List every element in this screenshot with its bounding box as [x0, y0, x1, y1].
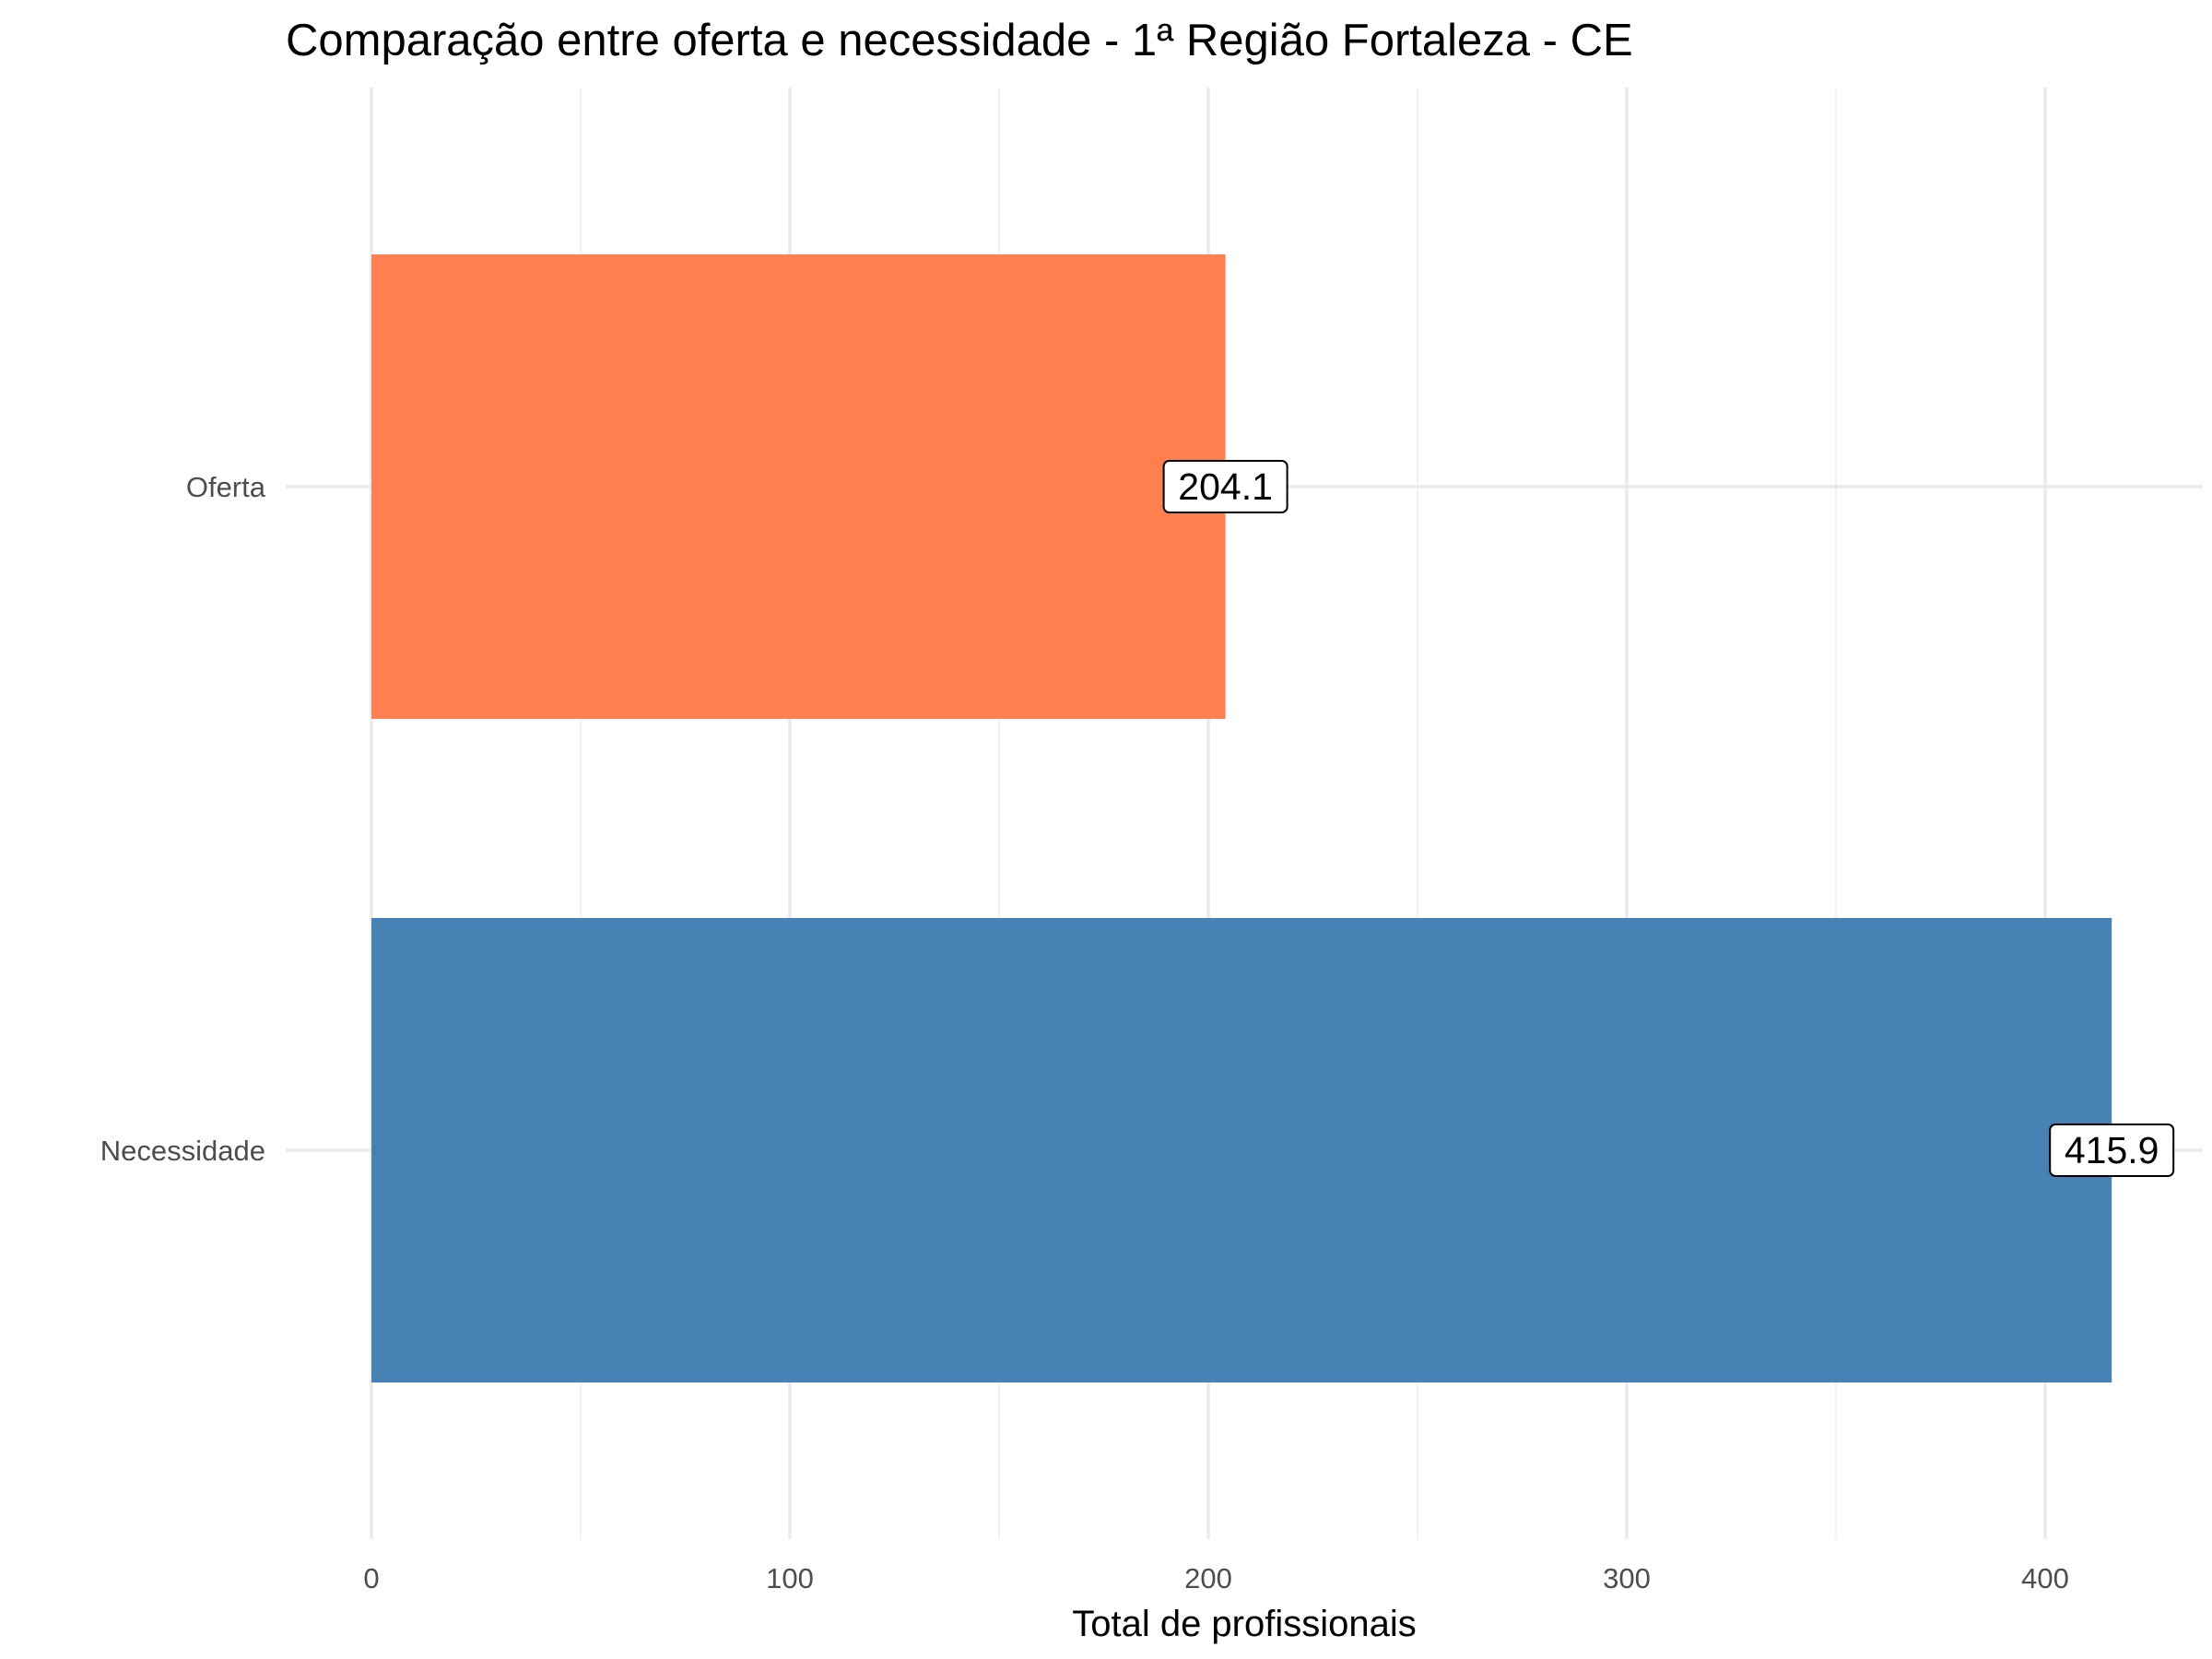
x-axis-title: Total de profissionais [1072, 1604, 1417, 1644]
bars [371, 254, 2112, 1382]
y-tick-label: Oferta [186, 471, 266, 503]
x-tick-label: 300 [1603, 1562, 1651, 1594]
data-label: 415.9 [2065, 1129, 2159, 1171]
axis-ticks: 0 100 200 300 400 Oferta Necessidade [100, 471, 2069, 1594]
x-tick-label: 400 [2021, 1562, 2069, 1594]
x-tick-label: 100 [766, 1562, 814, 1594]
data-label: 204.1 [1178, 465, 1273, 508]
data-label-box [1162, 460, 1288, 513]
x-tick-label: 200 [1184, 1562, 1232, 1594]
data-labels: 204.1 415.9 [1162, 460, 2175, 1177]
chart-title: Comparação entre oferta e necessidade - … [286, 16, 1633, 65]
x-tick-label: 0 [363, 1562, 379, 1594]
data-label-box [2049, 1124, 2175, 1177]
bar-necessidade [371, 918, 2112, 1382]
bar-oferta [371, 254, 1226, 719]
y-tick-label: Necessidade [100, 1135, 265, 1167]
